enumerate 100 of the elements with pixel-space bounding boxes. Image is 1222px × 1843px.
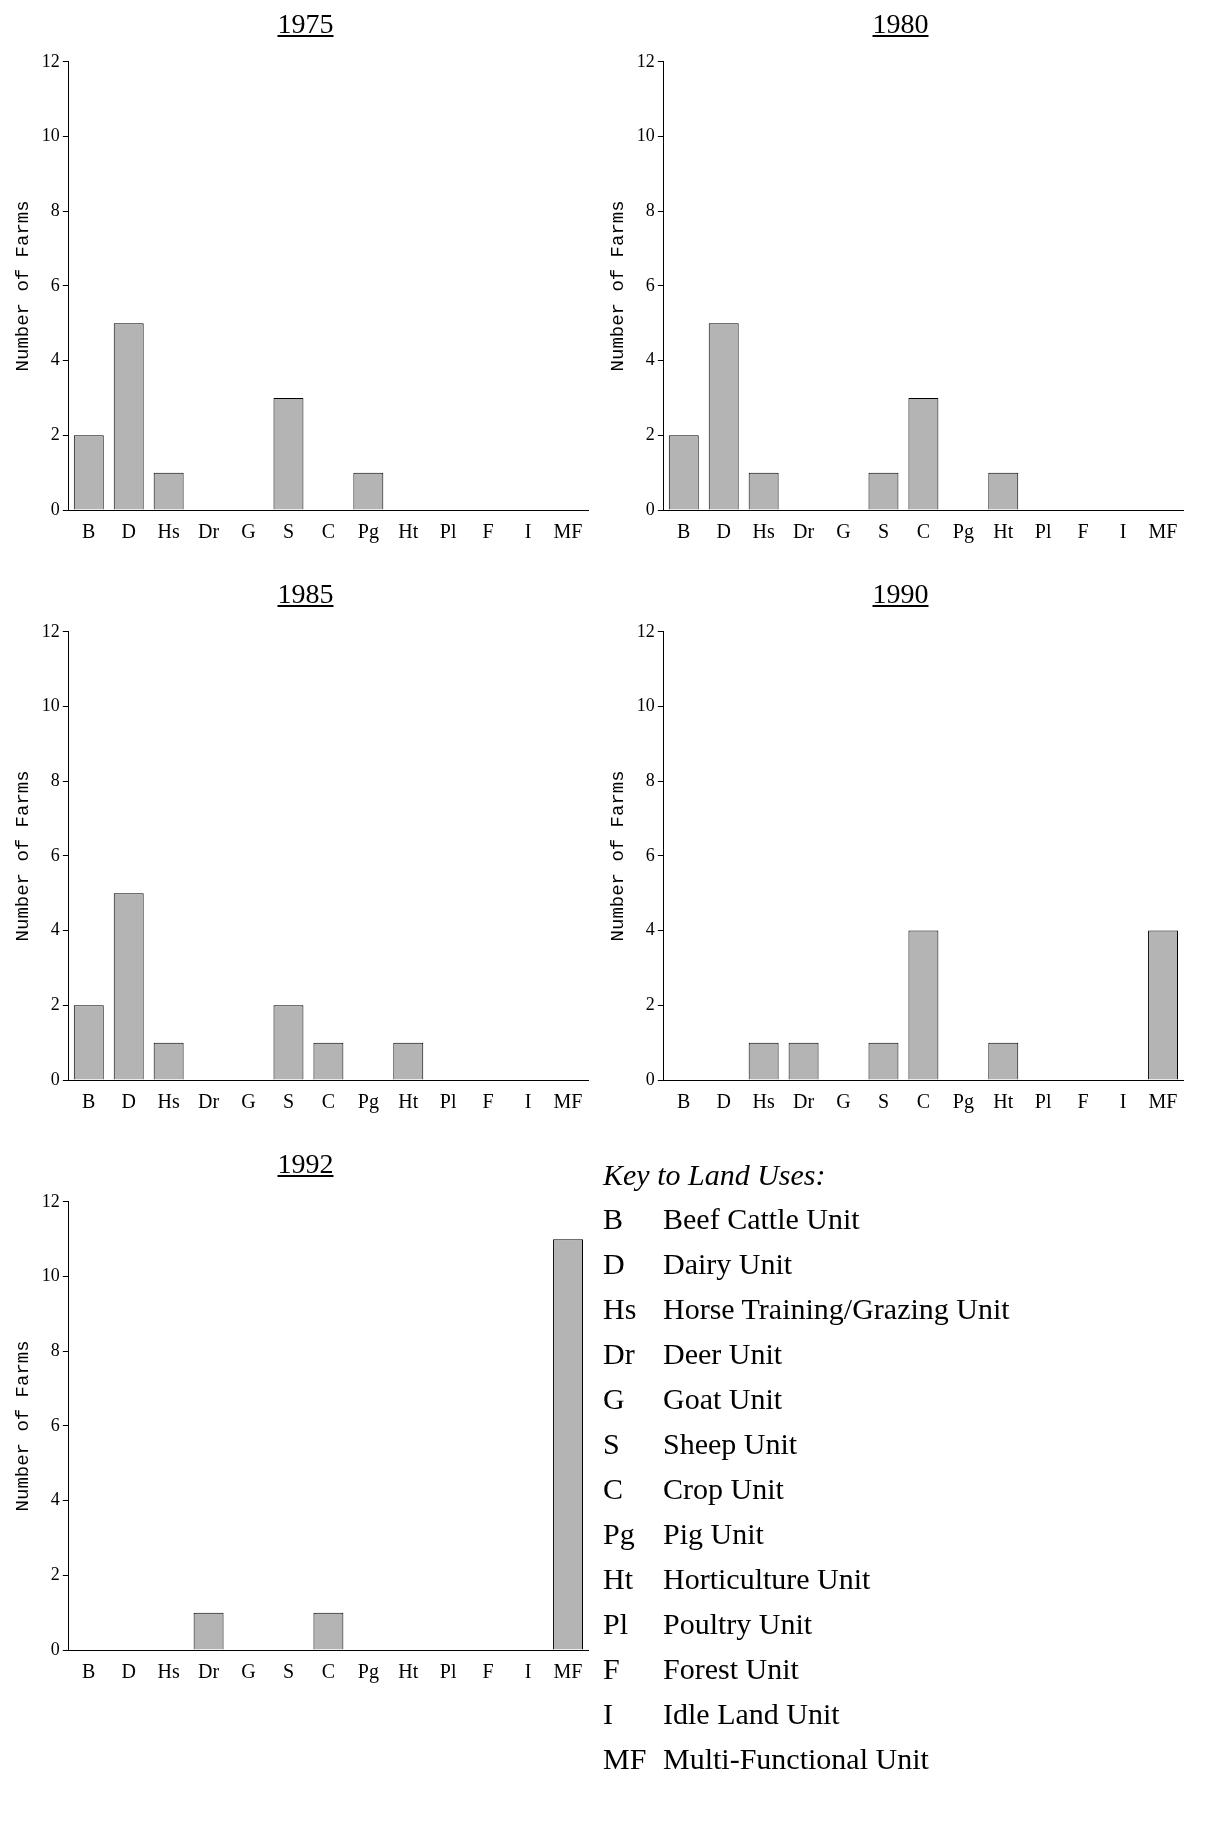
- y-tick-label: 6: [645, 274, 655, 295]
- y-axis-title: Number of Farms: [12, 770, 35, 942]
- x-tick-label: Pl: [439, 1660, 457, 1683]
- x-tick-label: Pg: [952, 520, 974, 544]
- x-tick-label: MF: [553, 520, 583, 543]
- x-tick-label: Pg: [357, 1090, 379, 1114]
- x-tick-label: F: [482, 520, 494, 543]
- x-tick-label: C: [916, 1090, 931, 1113]
- y-tick-label: 8: [645, 199, 655, 220]
- x-tick-label: D: [716, 520, 731, 543]
- y-tick-label: 6: [50, 1414, 60, 1435]
- x-tick-label: B: [677, 1090, 691, 1113]
- y-tick-label: 10: [636, 695, 655, 716]
- x-tick-label: I: [1119, 1090, 1127, 1113]
- y-tick-label: 0: [50, 1638, 60, 1659]
- y-axis-title: Number of Farms: [607, 770, 630, 942]
- x-tick-label: Ht: [398, 520, 419, 543]
- x-tick-label: Pg: [952, 1090, 974, 1114]
- x-tick-label: Hs: [157, 520, 180, 543]
- text: Hs Horse Training/Grazing Unit: [603, 1291, 1010, 1327]
- y-tick-label: 2: [645, 994, 655, 1015]
- x-tick-label: Pl: [1034, 520, 1052, 543]
- x-tick-label: I: [524, 1660, 532, 1683]
- x-tick-label: D: [716, 1090, 731, 1113]
- x-tick-label: I: [1119, 520, 1127, 543]
- x-tick-label: B: [82, 520, 96, 543]
- chart-title: 1975: [276, 8, 335, 41]
- x-tick-label: Ht: [398, 1090, 419, 1113]
- x-tick-label: F: [1077, 1090, 1089, 1113]
- x-tick-label: B: [677, 520, 691, 543]
- x-tick-label: Pl: [439, 520, 457, 543]
- y-tick-label: 6: [50, 274, 60, 295]
- x-tick-label: C: [321, 1660, 336, 1683]
- x-tick-label: S: [877, 1090, 890, 1113]
- y-tick-label: 10: [41, 1265, 60, 1286]
- chart-title: 1990: [871, 578, 930, 611]
- x-tick-label: C: [321, 1090, 336, 1113]
- y-tick-label: 10: [41, 695, 60, 716]
- x-tick-label: I: [524, 520, 532, 543]
- chart-title: 1992: [276, 1148, 335, 1181]
- y-tick-label: 12: [41, 1190, 60, 1211]
- y-tick-label: 0: [50, 1068, 60, 1089]
- y-tick-label: 8: [645, 769, 655, 790]
- y-tick-label: 6: [645, 844, 655, 865]
- y-tick-label: 12: [41, 50, 60, 71]
- x-tick-label: MF: [553, 1660, 583, 1683]
- x-tick-label: S: [877, 520, 890, 543]
- y-tick-label: 2: [645, 424, 655, 445]
- text: S Sheep Unit: [603, 1427, 798, 1460]
- text: Dr Deer Unit: [603, 1336, 783, 1372]
- x-tick-label: C: [916, 520, 931, 543]
- text: G Goat Unit: [603, 1382, 783, 1415]
- x-tick-label: B: [82, 1660, 96, 1683]
- text: C Crop Unit: [603, 1472, 784, 1505]
- x-tick-label: G: [241, 1660, 256, 1683]
- x-tick-label: MF: [553, 1090, 583, 1113]
- x-tick-label: Hs: [157, 1090, 180, 1113]
- x-tick-label: G: [241, 1090, 256, 1113]
- y-axis-title: Number of Farms: [607, 200, 630, 372]
- y-tick-label: 10: [636, 125, 655, 146]
- y-tick-label: 2: [50, 424, 60, 445]
- x-tick-label: Dr: [198, 1660, 220, 1683]
- text: F Forest Unit: [603, 1652, 799, 1685]
- x-tick-label: Ht: [993, 520, 1014, 543]
- y-tick-label: 8: [50, 769, 60, 790]
- text: B Beef Cattle Unit: [603, 1202, 860, 1235]
- x-tick-label: C: [321, 520, 336, 543]
- y-tick-label: 4: [645, 349, 655, 370]
- x-tick-label: Pl: [1034, 1090, 1052, 1113]
- x-tick-label: Pg: [357, 520, 379, 544]
- text: Key to Land Uses:: [603, 1158, 827, 1192]
- text: I Idle Land Unit: [603, 1697, 840, 1730]
- y-tick-label: 0: [645, 1068, 655, 1089]
- x-tick-label: Hs: [752, 1090, 775, 1113]
- x-tick-label: Dr: [198, 520, 220, 543]
- x-tick-label: D: [121, 1660, 136, 1683]
- x-tick-label: S: [282, 520, 295, 543]
- x-tick-label: Ht: [993, 1090, 1014, 1113]
- y-tick-label: 4: [50, 349, 60, 370]
- y-axis-title: Number of Farms: [12, 200, 35, 372]
- y-tick-label: 12: [636, 620, 655, 641]
- x-tick-label: F: [482, 1660, 494, 1683]
- y-tick-label: 2: [50, 994, 60, 1015]
- y-tick-label: 2: [50, 1564, 60, 1585]
- x-tick-label: S: [282, 1660, 295, 1683]
- y-tick-label: 4: [50, 919, 60, 940]
- text: Ht Horticulture Unit: [603, 1561, 871, 1597]
- x-tick-label: Hs: [157, 1660, 180, 1683]
- y-tick-label: 12: [41, 620, 60, 641]
- x-tick-label: Dr: [793, 520, 815, 543]
- x-tick-label: G: [836, 1090, 851, 1113]
- x-tick-label: D: [121, 1090, 136, 1113]
- y-tick-label: 10: [41, 125, 60, 146]
- x-tick-label: B: [82, 1090, 96, 1113]
- y-tick-label: 0: [50, 498, 60, 519]
- x-tick-label: G: [836, 520, 851, 543]
- y-axis-title: Number of Farms: [12, 1340, 35, 1512]
- y-tick-label: 4: [50, 1489, 60, 1510]
- x-tick-label: Dr: [793, 1090, 815, 1113]
- x-tick-label: MF: [1148, 520, 1178, 543]
